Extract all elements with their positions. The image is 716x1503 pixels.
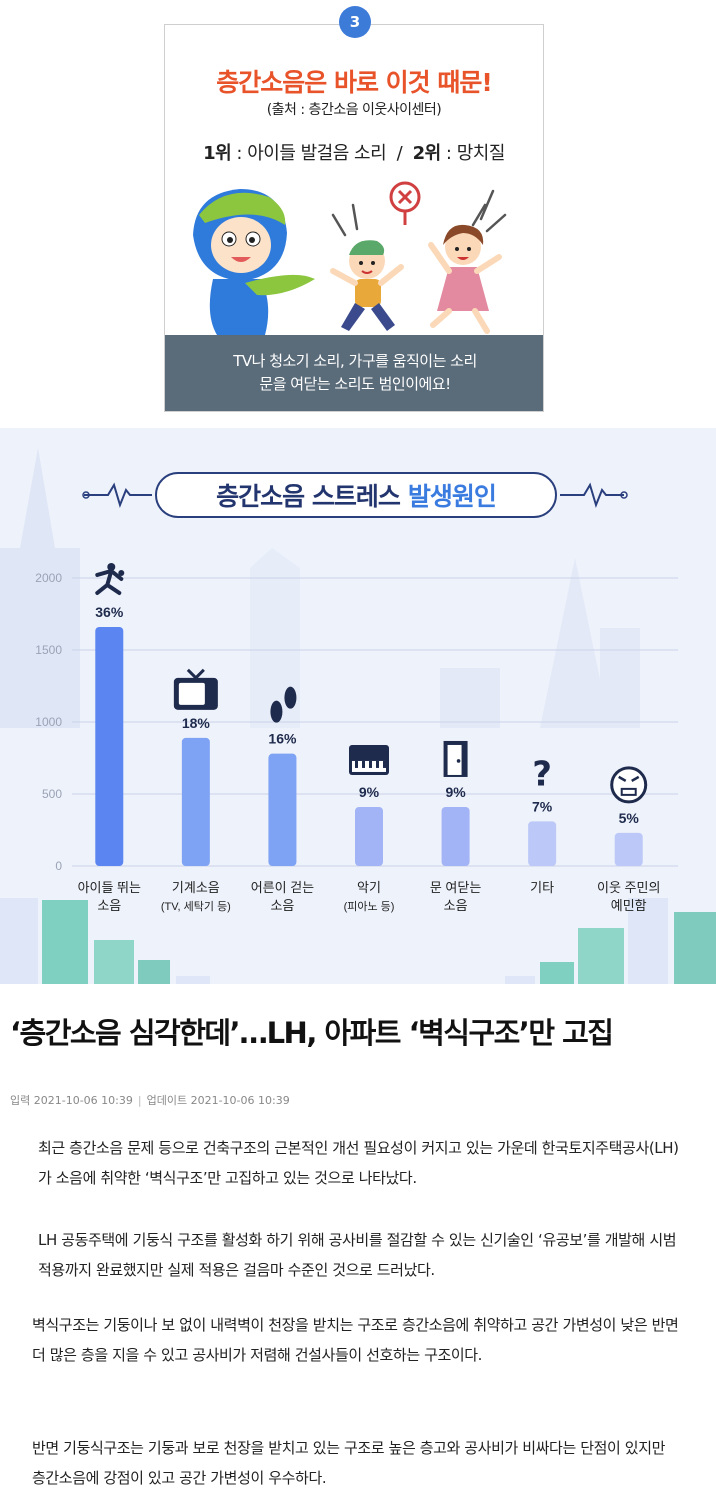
mascot-illustration	[193, 189, 315, 335]
article-paragraph-3: 벽식구조는 기둥이나 보 없이 내력벽이 천장을 받치는 구조로 층간소음에 취…	[32, 1316, 679, 1364]
x-tick-label: 예민함	[611, 898, 647, 913]
angry-face-icon	[610, 766, 648, 804]
bar	[181, 737, 210, 866]
city-background	[0, 448, 716, 984]
data-label: 9%	[359, 784, 380, 800]
rank1-label: 1위	[203, 143, 232, 164]
svg-text:?: ?	[532, 754, 552, 794]
bar	[95, 626, 124, 866]
footer-line-2: 문을 여닫는 소리도 범인이에요!	[259, 375, 451, 393]
rank1-text: : 아이들 발걸음 소리 /	[231, 143, 413, 164]
y-tick-label: 1500	[35, 643, 62, 657]
door-icon	[443, 740, 468, 777]
infographic-title: 층간소음 스트레스 발생원인	[155, 472, 557, 518]
x-tick-label: 기계소음	[172, 880, 220, 895]
title-main: 층간소음 스트레스	[216, 482, 401, 511]
buildings-left	[0, 898, 210, 984]
footprints-icon	[270, 686, 297, 723]
noise-cause-card: 층간소음은 바로 이것 때문! (출처 : 층간소음 이웃사이센터) 1위 : …	[164, 24, 544, 412]
y-tick-label: 1000	[35, 715, 62, 729]
girl-illustration	[428, 224, 502, 334]
data-label: 9%	[445, 784, 466, 800]
x-tick-label: 소음	[270, 898, 294, 913]
y-tick-label: 2000	[35, 571, 62, 585]
article-meta: 입력 2021-10-06 10:39 | 업데이트 2021-10-06 10:3…	[10, 1092, 290, 1108]
data-label: 18%	[182, 715, 211, 731]
bar	[441, 806, 470, 866]
meta-separator: |	[137, 1094, 142, 1107]
meta-update-date: 업데이트 2021-10-06 10:39	[146, 1094, 290, 1107]
no-sign-icon	[389, 181, 421, 225]
x-tick-label: 소음	[97, 898, 121, 913]
question-icon: ?	[532, 754, 552, 794]
article-headline: ‘층간소음 심각한데’…LH, 아파트 ‘벽식구조’만 고집	[10, 1016, 614, 1050]
card-title: 층간소음은 바로 이것 때문!	[216, 68, 493, 97]
x-tick-label: 아이들 뛰는	[78, 880, 141, 895]
bar	[268, 753, 297, 866]
running-kids-icon	[95, 562, 125, 595]
bar	[355, 806, 383, 866]
data-label: 16%	[268, 731, 297, 747]
rank2-label: 2위	[412, 143, 442, 164]
y-tick-label: 500	[42, 787, 62, 801]
data-label: 5%	[619, 810, 640, 826]
x-tick-label: (피아노 등)	[344, 900, 395, 913]
step-badge: 3	[339, 6, 371, 38]
footer-line-1: TV나 청소기 소리, 가구를 움직이는 소리	[233, 352, 477, 370]
x-tick-label: 이웃 주민의	[597, 880, 660, 895]
card-ranking: 1위 : 아이들 발걸음 소리 / 2위 : 망치질	[165, 139, 543, 165]
card-source: (출처 : 층간소음 이웃사이센터)	[266, 102, 442, 118]
buildings-right	[505, 898, 716, 984]
y-tick-label: 0	[55, 859, 62, 873]
article-paragraph-1: 최근 층간소음 문제 등으로 건축구조의 근본적인 개선 필요성이 커지고 있는…	[38, 1139, 679, 1187]
boy-illustration	[330, 240, 404, 331]
article-paragraph-4: 반면 기둥식구조는 기둥과 보로 천장을 받치고 있는 구조로 높은 층고와 공…	[32, 1439, 665, 1487]
x-tick-label: (TV, 세탁기 등)	[161, 900, 231, 913]
bar	[614, 832, 643, 866]
x-tick-label: 어른이 걷는	[251, 880, 314, 895]
data-label: 7%	[532, 798, 553, 814]
x-tick-label: 기타	[530, 880, 554, 895]
mascot-and-kids-illustration	[193, 181, 507, 335]
bar	[528, 821, 557, 866]
article-paragraph-2: LH 공동주택에 기둥식 구조를 활성화 하기 위해 공사비를 절감할 수 있는…	[38, 1231, 677, 1279]
rank2-text: : 망치질	[440, 143, 505, 164]
card-footer: TV나 청소기 소리, 가구를 움직이는 소리 문을 여닫는 소리도 범인이에요…	[165, 335, 543, 411]
meta-input-date: 입력 2021-10-06 10:39	[10, 1094, 133, 1107]
data-label: 36%	[95, 604, 124, 620]
x-tick-label: 문 여닫는	[430, 880, 481, 895]
title-highlight: 발생원인	[407, 482, 497, 511]
tv-icon	[173, 668, 218, 710]
x-tick-label: 악기	[357, 880, 381, 895]
x-tick-label: 소음	[444, 898, 468, 913]
piano-icon	[349, 744, 389, 775]
